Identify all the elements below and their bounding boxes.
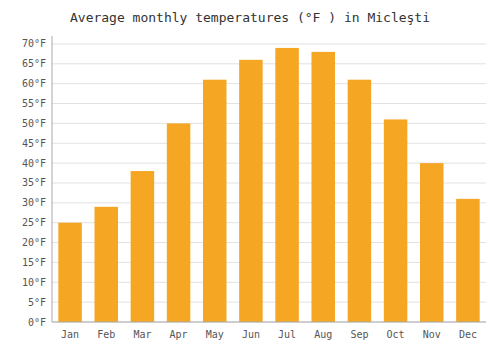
bar bbox=[348, 80, 372, 322]
x-tick-label: Apr bbox=[170, 329, 188, 340]
y-tick-label: 35°F bbox=[22, 177, 46, 188]
y-tick-label: 70°F bbox=[22, 38, 46, 49]
y-tick-label: 55°F bbox=[22, 98, 46, 109]
grid-line bbox=[52, 143, 486, 144]
y-tick-label: 25°F bbox=[22, 217, 46, 228]
bar bbox=[420, 163, 444, 322]
y-tick-label: 20°F bbox=[22, 237, 46, 248]
x-tick-label: Oct bbox=[387, 329, 405, 340]
chart-svg: Average monthly temperatures (°F ) in Mi… bbox=[0, 0, 500, 350]
bar bbox=[58, 223, 82, 322]
bar bbox=[131, 171, 155, 322]
bars bbox=[58, 48, 479, 322]
x-tick-label: Sep bbox=[350, 329, 368, 340]
x-tick-label: Feb bbox=[97, 329, 115, 340]
x-tick-label: Mar bbox=[133, 329, 151, 340]
x-tick-label: Jul bbox=[278, 329, 296, 340]
x-tick-label: Aug bbox=[314, 329, 332, 340]
bar bbox=[203, 80, 227, 322]
chart-title: Average monthly temperatures (°F ) in Mi… bbox=[70, 10, 430, 25]
x-tick-label: Jun bbox=[242, 329, 260, 340]
bar bbox=[275, 48, 299, 322]
bar bbox=[311, 52, 335, 322]
bar bbox=[94, 207, 118, 322]
y-tick-label: 10°F bbox=[22, 277, 46, 288]
x-axis-line bbox=[52, 322, 486, 323]
y-tick-label: 0°F bbox=[28, 317, 46, 328]
grid-line bbox=[52, 83, 486, 84]
y-tick-label: 50°F bbox=[22, 118, 46, 129]
y-grid bbox=[52, 44, 486, 322]
x-tick-label: Jan bbox=[61, 329, 79, 340]
grid-line bbox=[52, 43, 486, 44]
bar bbox=[167, 123, 191, 322]
x-tick-label: Dec bbox=[459, 329, 477, 340]
bar bbox=[384, 119, 408, 322]
grid-line bbox=[52, 63, 486, 64]
y-tick-label: 40°F bbox=[22, 158, 46, 169]
bar bbox=[456, 199, 480, 322]
grid-line bbox=[52, 322, 486, 323]
grid-line bbox=[52, 123, 486, 124]
bar bbox=[239, 60, 263, 322]
y-tick-label: 60°F bbox=[22, 78, 46, 89]
chart-container: Average monthly temperatures (°F ) in Mi… bbox=[0, 0, 500, 350]
y-tick-label: 45°F bbox=[22, 138, 46, 149]
y-tick-label: 5°F bbox=[28, 297, 46, 308]
x-tick-label: Nov bbox=[423, 329, 441, 340]
y-tick-label: 15°F bbox=[22, 257, 46, 268]
x-tick-label: May bbox=[206, 329, 224, 340]
y-axis-line bbox=[52, 36, 53, 322]
y-tick-label: 65°F bbox=[22, 58, 46, 69]
grid-line bbox=[52, 103, 486, 104]
y-tick-label: 30°F bbox=[22, 197, 46, 208]
